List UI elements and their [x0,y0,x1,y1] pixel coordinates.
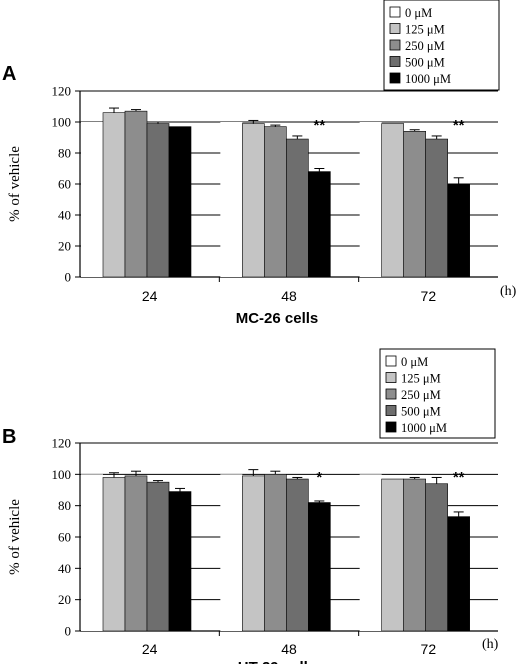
x-tick-label: 48 [281,641,297,657]
y-tick-label: 60 [58,177,71,192]
bar-a-72h-series3 [425,138,448,278]
x-axis-title: HT-29 cells [238,659,316,664]
bar-b-48h-series1 [242,475,265,632]
x-unit-label: (h) [482,637,499,652]
bar-a-48h-series2 [264,126,287,278]
bar-b-24h-series2 [124,475,148,632]
y-tick-label: 20 [58,239,71,254]
bar-b-48h-series4 [308,502,331,632]
legend: 0 μM 125 μM 250 μM 500 μM 1000 μM [383,0,500,91]
x-tick-label: 48 [281,288,297,304]
legend-label: 1000 μM [405,72,451,86]
legend-box [383,0,500,91]
bar-b-24h-series1 [102,477,126,632]
significance-marker: * [316,469,322,486]
bar-a-72h-series2 [403,131,426,278]
legend-box [379,348,496,439]
y-tick-label: 120 [52,436,72,451]
bar-b-24h-series4 [168,491,192,632]
y-tick-label: 80 [58,498,71,513]
bar-b-48h-series2 [264,474,287,632]
y-tick-label: 0 [65,624,72,639]
panel-label: A [2,63,16,85]
bar-a-24h-series4 [168,126,192,278]
legend-swatch [389,6,401,18]
bar-b-72h-series2 [403,478,426,632]
legend-label: 0 μM [401,355,428,369]
legend-label: 250 μM [401,388,441,402]
legend-swatch [385,372,397,383]
legend-swatch [389,56,401,67]
legend-swatch [385,421,397,433]
bar-a-48h-series4 [308,171,331,278]
significance-marker: ** [453,469,465,486]
legend-swatch [389,23,401,34]
legend-swatch [385,355,397,367]
bar-b-72h-series3 [425,483,448,632]
x-tick-label: 24 [142,641,158,657]
y-tick-label: 60 [58,530,71,545]
y-tick-label: 20 [58,592,71,607]
y-tick-label: 40 [58,208,71,223]
y-tick-label: 40 [58,561,71,576]
x-tick-label: 72 [421,641,437,657]
y-tick-label: 80 [58,146,71,161]
legend-swatch [385,405,397,416]
y-axis-title: % of vehicle [7,146,23,222]
bar-b-48h-series0 [220,474,243,631]
bar-a-72h-series0 [359,122,382,277]
significance-marker: ** [313,117,325,134]
bar-a-48h-series1 [242,123,265,278]
y-tick-label: 0 [65,270,72,285]
legend-swatch [389,39,401,51]
bar-a-48h-series0 [220,122,243,277]
legend-label: 125 μM [405,23,445,37]
legend-swatch [385,388,397,400]
bar-b-48h-series3 [286,478,309,632]
bar-b-72h-series1 [381,478,404,632]
y-tick-label: 100 [52,467,72,482]
bar-b-24h-series3 [146,481,170,632]
legend-swatch [389,72,401,84]
x-unit-label: (h) [500,284,517,299]
y-tick-label: 100 [52,115,72,130]
x-axis-title: MC-26 cells [236,310,319,327]
x-tick-label: 24 [142,288,158,304]
bar-a-72h-series1 [381,123,404,278]
legend-label: 0 μM [405,6,432,20]
legend-label: 125 μM [401,372,441,386]
legend-label: 500 μM [401,405,441,419]
bar-b-72h-series4 [447,516,470,632]
legend: 0 μM 125 μM 250 μM 500 μM 1000 μM [379,348,496,439]
bar-a-48h-series3 [286,138,309,278]
bar-a-72h-series4 [447,183,470,278]
y-axis-title: % of vehicle [7,499,23,575]
bar-b-72h-series0 [359,474,382,631]
bar-a-24h-series1 [102,112,126,278]
bar-b-24h-series0 [81,474,103,631]
bar-a-24h-series0 [81,122,103,277]
legend-label: 1000 μM [401,421,447,435]
chart-panel-a: A 0 20 40 60 80 100 120 24 48 72 ** ** (h) MC-26 cells… [2,0,517,327]
legend-label: 500 μM [405,56,445,70]
significance-marker: ** [453,117,465,134]
x-tick-label: 72 [421,288,437,304]
legend-label: 250 μM [405,39,445,53]
y-tick-label: 120 [52,84,72,99]
bar-a-24h-series2 [124,110,148,278]
bar-a-24h-series3 [146,123,170,278]
panel-label: B [2,426,16,448]
